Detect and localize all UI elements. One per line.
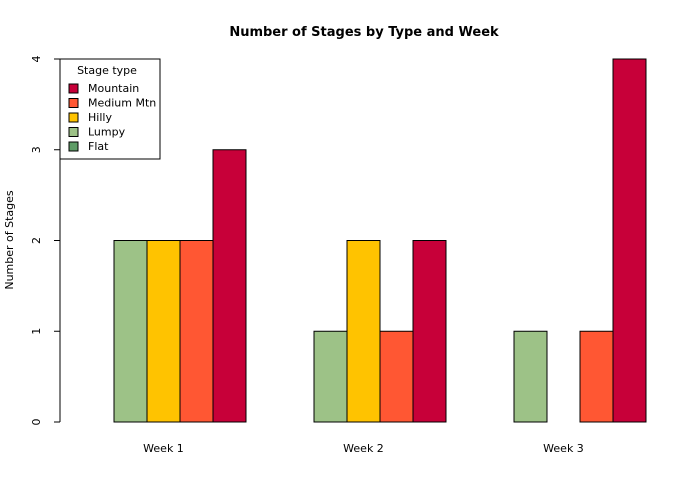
legend-item-label: Lumpy [88,126,126,139]
x-category-label: Week 1 [143,442,184,455]
bar-medium-mtn-3 [579,330,614,423]
bar-lumpy-2 [313,330,348,423]
legend-title: Stage type [77,64,137,77]
legend-swatch-mountain [68,83,79,94]
bar-mountain-3 [612,58,647,423]
bar-hilly-2 [346,240,381,423]
legend-swatch-flat [68,141,79,152]
legend-item-label: Mountain [88,82,139,95]
legend-swatch-medium-mtn [68,98,79,108]
chart-title: Number of Stages by Type and Week [229,25,499,40]
legend-swatch-hilly [68,112,79,123]
y-axis: 0 1 2 3 4 [30,56,61,426]
y-tick-label: 4 [30,56,43,63]
legend-item-label: Flat [88,140,109,153]
y-tick-label: 0 [30,419,43,426]
bar-mountain-2 [412,240,447,423]
x-axis-labels: Week 1 Week 2 Week 3 [143,442,584,455]
bar-lumpy-1 [113,240,148,423]
y-tick-label: 1 [30,328,43,335]
bar-medium-mtn-1 [179,240,214,423]
x-category-label: Week 3 [543,442,584,455]
bar-hilly-1 [146,240,181,423]
bar-mountain-1 [212,149,247,423]
y-tick-label: 3 [30,146,43,153]
x-category-label: Week 2 [343,442,384,455]
legend-item-label: Hilly [88,111,112,124]
y-tick-label: 2 [30,237,43,244]
bars-group [113,58,647,423]
legend-item-label: Medium Mtn [88,97,156,110]
bar-lumpy-3 [513,330,548,423]
y-axis-label: Number of Stages [3,190,16,290]
legend-swatch-lumpy [68,127,79,137]
bar-medium-mtn-2 [379,330,414,423]
